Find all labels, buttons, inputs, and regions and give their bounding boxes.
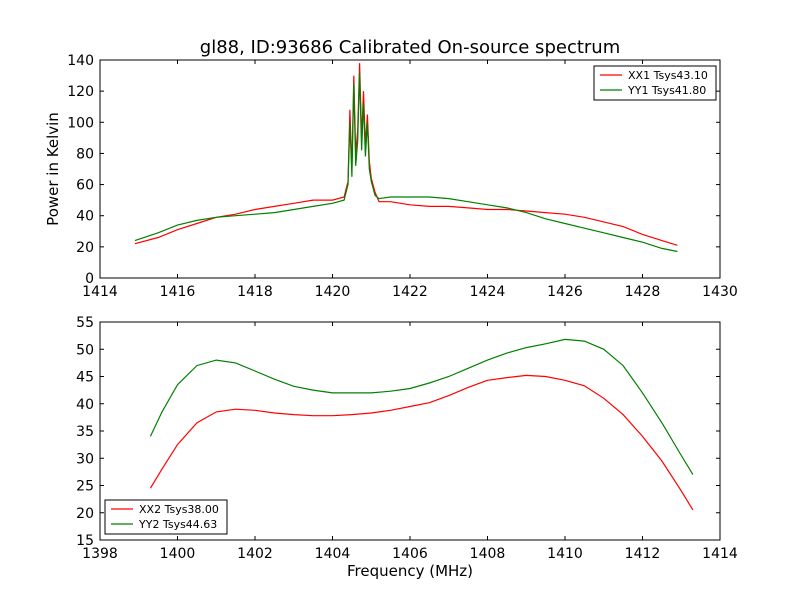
x-tick-label: 1428	[625, 284, 661, 300]
y-tick-label: 30	[76, 451, 94, 467]
y-axis-label: Power in Kelvin	[44, 112, 62, 226]
y-tick-label: 20	[76, 240, 94, 256]
series-line-2-1	[149, 374, 694, 511]
y-tick-label: 80	[76, 146, 94, 162]
x-tick-label: 1430	[702, 284, 738, 300]
x-tick-label: 1406	[392, 546, 428, 562]
y-tick-label: 140	[67, 53, 94, 69]
y-tick-label: 40	[76, 397, 94, 413]
top-plot: 1414 1416 1418 1420 1422 1424 1426 1428 1430 0 20 4…	[44, 53, 738, 300]
x-tick-label: 1424	[470, 284, 506, 300]
y-tick-label: 35	[76, 424, 94, 440]
x-tick-label: 1400	[160, 546, 196, 562]
legend: XX1 Tsys43.10 YY1 Tsys41.80	[593, 65, 717, 101]
x-tick-label: 1412	[625, 546, 661, 562]
legend-box	[593, 65, 717, 101]
y-tick-label: 25	[76, 479, 94, 495]
x-tick-label: 1410	[547, 546, 583, 562]
legend-box	[104, 499, 228, 535]
x-tick-label: 1422	[392, 284, 428, 300]
x-tick-label: 1414	[82, 284, 118, 300]
x-tick-label: 1402	[237, 546, 273, 562]
x-tick-label: 1420	[315, 284, 351, 300]
x-tick-label: 1414	[702, 546, 738, 562]
x-tick-label: 1408	[470, 546, 506, 562]
figure-title: gl88, ID:93686 Calibrated On-source spec…	[200, 37, 620, 58]
x-tick-label: 1398	[82, 546, 118, 562]
y-tick-label: 120	[67, 84, 94, 100]
y-tick-label: 0	[85, 271, 94, 287]
y-tick-label: 60	[76, 178, 94, 194]
y-tick-label: 50	[76, 342, 94, 358]
bottom-plot: 1398 1400 1402 1404 1406 1408 1410 1412 1414 15 20…	[76, 315, 738, 580]
x-axis-label: Frequency (MHz)	[347, 562, 473, 580]
y-tick-label: 100	[67, 115, 94, 131]
legend-entry: XX1 Tsys43.10	[628, 69, 708, 82]
y-tick-label: 20	[76, 506, 94, 522]
legend: XX2 Tsys38.00 YY2 Tsys44.63	[104, 499, 228, 535]
x-tick-label: 1404	[315, 546, 351, 562]
y-tick-label: 55	[76, 315, 94, 331]
legend-entry: YY1 Tsys41.80	[627, 84, 706, 97]
series-line-1-2	[134, 72, 678, 253]
y-tick-label: 15	[76, 533, 94, 549]
x-tick-label: 1418	[237, 284, 273, 300]
legend-entry: YY2 Tsys44.63	[138, 518, 217, 531]
y-tick-label: 40	[76, 209, 94, 225]
x-tick-label: 1416	[160, 284, 196, 300]
y-tick-label: 45	[76, 370, 94, 386]
series-line-2-2	[149, 338, 694, 475]
x-tick-label: 1426	[547, 284, 583, 300]
legend-entry: XX2 Tsys38.00	[139, 503, 219, 516]
